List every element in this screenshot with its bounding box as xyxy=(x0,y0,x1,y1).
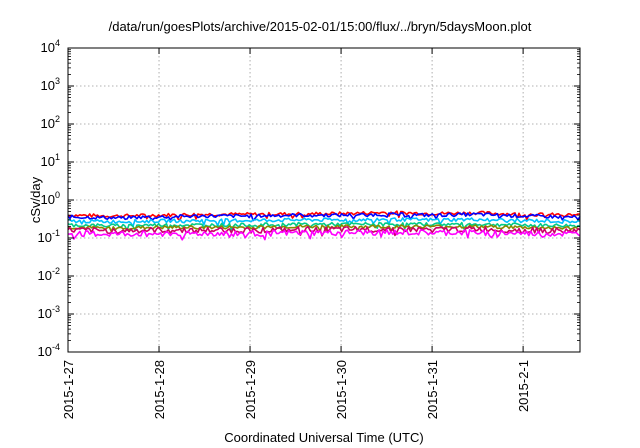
series-lines xyxy=(67,210,581,241)
x-tick-label: 2015-1-28 xyxy=(152,360,167,419)
chart-title: /data/run/goesPlots/archive/2015-02-01/1… xyxy=(108,19,532,34)
x-tick-label: 2015-1-27 xyxy=(61,360,76,419)
y-tick-label: 10-1 xyxy=(38,228,60,245)
y-tick-label: 100 xyxy=(41,190,60,207)
y-tick-label: 10-3 xyxy=(38,304,60,321)
x-axis-label: Coordinated Universal Time (UTC) xyxy=(224,430,424,445)
y-tick-label: 102 xyxy=(41,114,60,131)
data-series-line xyxy=(67,217,581,228)
x-tick-label: 2015-1-30 xyxy=(334,360,349,419)
data-series-line xyxy=(68,229,581,241)
grid-lines xyxy=(67,48,580,352)
data-series-line xyxy=(67,212,581,222)
y-tick-label: 10-4 xyxy=(38,342,60,359)
x-tick-labels: 2015-1-27 2015-1-28 2015-1-29 2015-1-30 2015… xyxy=(61,360,531,419)
y-tick-label: 10-2 xyxy=(38,266,60,283)
tick-marks xyxy=(67,47,580,353)
x-tick-label: 2015-1-29 xyxy=(243,360,258,419)
y-tick-label: 103 xyxy=(41,76,60,93)
data-series-line xyxy=(67,210,580,221)
y-tick-label: 101 xyxy=(41,152,60,169)
y-tick-labels: 10-4 10-3 10-2 10-1 100 101 102 103 104 xyxy=(38,38,60,359)
y-axis-label: cSv/day xyxy=(28,176,43,223)
x-tick-label: 2015-1-31 xyxy=(425,360,440,419)
x-tick-label: 2015-2-1 xyxy=(516,360,531,412)
y-tick-label: 104 xyxy=(41,38,60,55)
